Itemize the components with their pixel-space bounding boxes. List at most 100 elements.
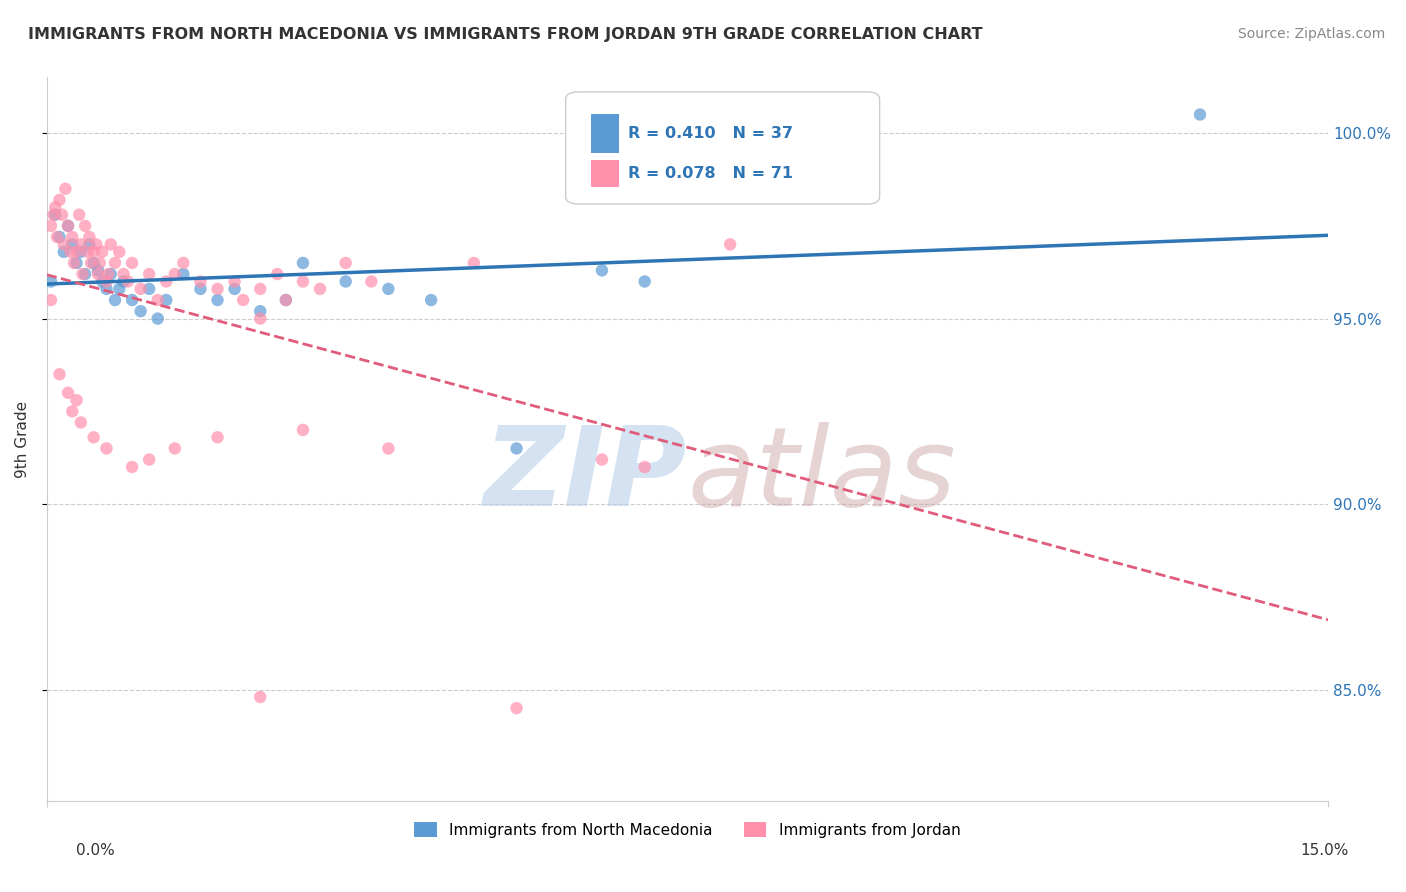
Point	[89, 256, 111, 270]
Point	[83, 430, 105, 444]
Point	[108, 244, 131, 259]
Point	[51, 208, 73, 222]
Point	[335, 275, 357, 289]
Point	[91, 244, 114, 259]
Point	[48, 193, 70, 207]
Point	[335, 256, 357, 270]
Point	[249, 690, 271, 704]
Point	[97, 267, 120, 281]
Point	[80, 256, 103, 270]
Point	[249, 282, 271, 296]
FancyBboxPatch shape	[565, 92, 880, 204]
Point	[172, 256, 194, 270]
Point	[155, 275, 177, 289]
Point	[42, 208, 65, 222]
Point	[79, 230, 101, 244]
Point	[87, 267, 110, 281]
Point	[52, 237, 75, 252]
Point	[207, 430, 229, 444]
Point	[83, 244, 105, 259]
Point	[63, 256, 86, 270]
Legend: Immigrants from North Macedonia, Immigrants from Jordan: Immigrants from North Macedonia, Immigra…	[408, 815, 966, 844]
Point	[56, 385, 79, 400]
Point	[96, 442, 118, 456]
Point	[48, 368, 70, 382]
Point	[108, 282, 131, 296]
Point	[44, 200, 66, 214]
Point	[100, 267, 122, 281]
Point	[163, 267, 186, 281]
Point	[56, 219, 79, 233]
Point	[129, 282, 152, 296]
Point	[96, 282, 118, 296]
Point	[121, 293, 143, 307]
Point	[207, 293, 229, 307]
Point	[87, 263, 110, 277]
Point	[79, 237, 101, 252]
Point	[1188, 107, 1211, 121]
Point	[377, 282, 399, 296]
Point	[291, 275, 314, 289]
Point	[60, 237, 83, 252]
Point	[146, 311, 169, 326]
Point	[76, 244, 98, 259]
Point	[138, 267, 160, 281]
Point	[718, 237, 741, 252]
Point	[104, 256, 127, 270]
Point	[67, 208, 90, 222]
Text: R = 0.078   N = 71: R = 0.078 N = 71	[628, 166, 793, 181]
Point	[591, 263, 613, 277]
Y-axis label: 9th Grade: 9th Grade	[15, 401, 30, 478]
Point	[172, 267, 194, 281]
Point	[45, 230, 67, 244]
Bar	[592, 113, 620, 153]
Point	[104, 293, 127, 307]
Point	[232, 293, 254, 307]
Text: Source: ZipAtlas.com: Source: ZipAtlas.com	[1237, 27, 1385, 41]
Point	[634, 275, 657, 289]
Point	[190, 275, 212, 289]
Text: 0.0%: 0.0%	[76, 843, 115, 858]
Point	[65, 393, 87, 408]
Point	[146, 293, 169, 307]
Point	[44, 208, 66, 222]
Text: R = 0.410   N = 37: R = 0.410 N = 37	[628, 127, 793, 141]
Point	[91, 275, 114, 289]
Point	[274, 293, 297, 307]
Point	[121, 460, 143, 475]
Point	[224, 275, 246, 289]
Point	[55, 182, 77, 196]
Point	[420, 293, 443, 307]
Point	[360, 275, 382, 289]
Point	[591, 452, 613, 467]
Point	[377, 442, 399, 456]
Point	[505, 442, 527, 456]
Point	[463, 256, 485, 270]
Point	[634, 460, 657, 475]
Point	[72, 267, 94, 281]
Text: atlas: atlas	[688, 422, 956, 529]
Point	[75, 267, 97, 281]
Point	[84, 237, 107, 252]
Point	[155, 293, 177, 307]
Point	[39, 275, 62, 289]
Text: ZIP: ZIP	[484, 422, 688, 529]
Point	[207, 282, 229, 296]
Point	[163, 442, 186, 456]
Point	[291, 256, 314, 270]
Point	[83, 256, 105, 270]
Point	[60, 404, 83, 418]
Point	[274, 293, 297, 307]
Text: IMMIGRANTS FROM NORTH MACEDONIA VS IMMIGRANTS FROM JORDAN 9TH GRADE CORRELATION : IMMIGRANTS FROM NORTH MACEDONIA VS IMMIG…	[28, 27, 983, 42]
Bar	[592, 160, 620, 187]
Point	[309, 282, 332, 296]
Point	[117, 275, 139, 289]
Point	[112, 267, 135, 281]
Point	[48, 230, 70, 244]
Point	[138, 282, 160, 296]
Point	[96, 275, 118, 289]
Point	[249, 311, 271, 326]
Point	[56, 219, 79, 233]
Text: 15.0%: 15.0%	[1301, 843, 1348, 858]
Point	[52, 244, 75, 259]
